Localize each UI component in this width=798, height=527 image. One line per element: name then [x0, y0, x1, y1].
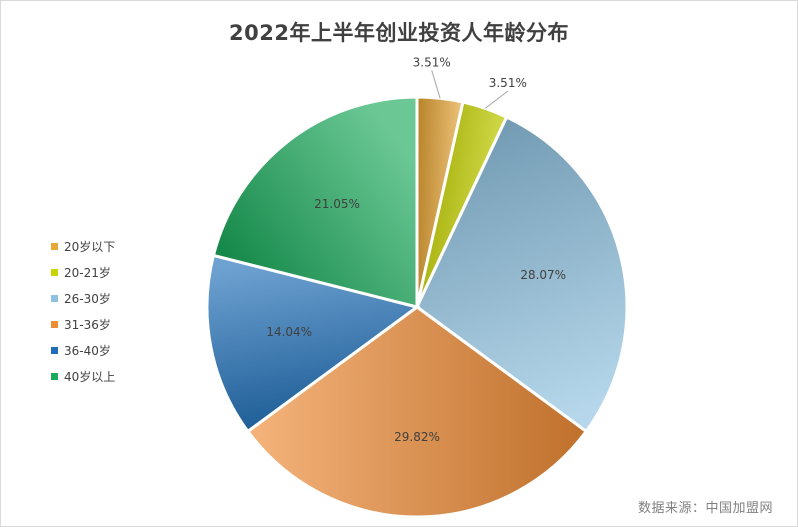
legend-swatch [51, 346, 58, 354]
pie-slice[interactable] [415, 115, 629, 434]
chart-title: 2022年上半年创业投资人年龄分布 [229, 21, 569, 45]
slice-label: 28.07% [520, 268, 566, 282]
legend-item[interactable]: 40岁以上 [51, 363, 115, 389]
legend-swatch [51, 268, 58, 276]
slice-label: 3.51% [413, 55, 451, 69]
legend-item[interactable]: 26-30岁 [51, 285, 115, 311]
slice-label: 14.04% [266, 325, 312, 339]
legend: 20岁以下 20-21岁 26-30岁 31-36岁 36-40岁 40岁以上 [51, 233, 115, 389]
pie-slice[interactable] [245, 305, 589, 519]
legend-label: 31-36岁 [64, 317, 111, 332]
leader-line [484, 90, 509, 109]
legend-item[interactable]: 20-21岁 [51, 259, 115, 285]
legend-label: 20-21岁 [64, 265, 111, 280]
legend-item[interactable]: 31-36岁 [51, 311, 115, 337]
legend-swatch [51, 372, 58, 380]
legend-label: 26-30岁 [64, 291, 111, 306]
slice-label: 29.82% [394, 430, 440, 444]
legend-swatch [51, 242, 58, 250]
pie-slice[interactable] [205, 253, 421, 434]
legend-label: 36-40岁 [64, 343, 111, 358]
leader-line [431, 70, 441, 99]
legend-item[interactable]: 20岁以下 [51, 233, 115, 259]
legend-swatch [51, 294, 58, 302]
slice-label: 21.05% [314, 197, 360, 211]
legend-item[interactable]: 36-40岁 [51, 337, 115, 363]
slice-label: 3.51% [489, 76, 527, 90]
source-note: 数据来源：中国加盟网 [637, 501, 773, 516]
legend-swatch [51, 320, 58, 328]
pie-slice[interactable] [211, 95, 419, 309]
legend-label: 20岁以下 [64, 239, 116, 254]
legend-label: 40岁以上 [64, 369, 116, 384]
